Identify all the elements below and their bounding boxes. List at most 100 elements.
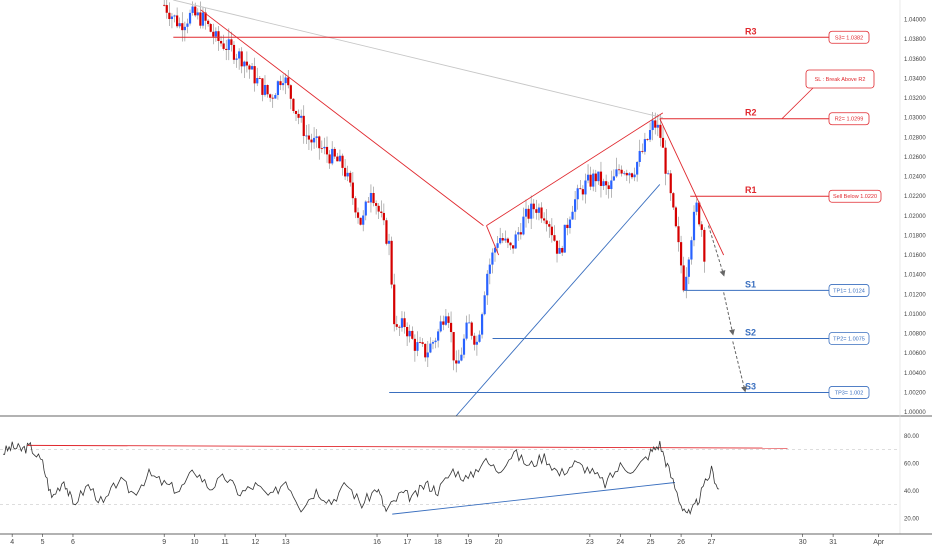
bearish-candle [442,321,445,325]
bearish-candle [333,148,336,157]
bullish-candle [408,330,411,337]
bearish-candle [630,173,634,178]
bearish-candle [540,207,543,219]
bearish-candle [253,66,256,84]
bullish-candle [667,173,670,175]
bullish-candle [364,201,367,216]
trend-line [659,118,725,256]
bearish-candle [377,205,380,212]
bullish-candle [695,202,698,212]
price-tick-label: 1.03000 [904,116,926,122]
bearish-candle [382,212,385,221]
bearish-candle [449,322,453,333]
date-tick-label: 6 [71,539,75,546]
bullish-candle [468,322,471,324]
bullish-candle [186,23,189,27]
date-tick-label: 16 [373,539,381,546]
bullish-candle [574,199,577,212]
bullish-candle [460,354,463,361]
level-box-r1 [828,189,882,203]
bearish-candle [165,5,168,13]
rsi-support-line [392,482,676,515]
sl-note-pointer [781,87,814,120]
price-tick-label: 1.00600 [904,351,926,357]
rsi-panel: 80.00 60.00 40.00 20.00 [0,434,920,522]
bullish-candle [602,181,605,186]
level-label-r3: R3 [745,26,757,36]
bullish-candle [281,83,285,86]
projection-arrow [707,225,726,277]
bullish-candle [584,180,587,195]
bearish-candle [566,224,569,229]
rsi-tick-label: 80.00 [904,434,920,440]
bearish-candle [654,120,657,128]
bearish-candle [341,155,344,168]
trend-line [200,9,484,227]
bearish-candle [421,342,424,344]
rsi-tick-label: 20.00 [904,516,920,522]
date-tick-label: 19 [464,539,472,546]
bullish-candle [648,130,652,140]
trend-line [486,225,500,256]
bullish-candle [346,172,349,177]
price-tick-label: 1.03800 [904,37,926,43]
bearish-candle [661,137,665,148]
bearish-candle [455,360,458,364]
price-tick-label: 1.01600 [904,253,926,259]
bearish-candle [194,6,197,16]
date-axis: 4 5 6 9 10 11 12 13 16 17 18 19 20 23 24 25 26 27 30 31 Apr [0,533,932,546]
bearish-candle [199,12,202,26]
bullish-candle [256,78,259,84]
projection-arrow [732,341,747,393]
bearish-candle [543,218,546,221]
bearish-candle [424,343,427,358]
bullish-candle [685,276,688,291]
bearish-candle [527,208,530,219]
bullish-candle [488,264,491,274]
bullish-candle [457,360,460,364]
date-tick-label: 18 [434,539,442,546]
bearish-candle [359,217,362,225]
bearish-candle [217,31,220,41]
price-tick-label: 1.00400 [904,371,926,377]
bearish-candle [605,181,608,186]
price-tick-label: 1.00200 [904,390,926,396]
bearish-candle [672,193,675,208]
level-box-r2 [828,112,870,126]
bearish-candle [418,342,422,343]
level-label-s2: S2 [745,327,756,337]
bearish-candle [470,322,473,336]
level-label-s1: S1 [745,279,756,289]
bearish-candle [269,94,272,98]
bullish-candle [284,77,287,84]
level-label-s3: S3 [745,381,756,391]
bearish-candle [555,240,559,254]
bearish-candle [320,148,323,150]
bearish-candle [222,43,225,49]
bullish-candle [568,219,572,229]
date-tick-label: 23 [586,539,594,546]
date-tick-label: 24 [616,539,624,546]
bullish-candle [651,120,654,131]
bullish-candle [610,180,613,190]
level-box-text-r1: Sell Below 1.0220 [833,194,877,200]
bearish-candle [599,171,603,186]
price-tick-label: 1.02800 [904,135,926,141]
bullish-candle [173,15,176,17]
price-tick-label: 1.03600 [904,57,926,63]
bullish-candle [633,174,636,178]
bearish-candle [532,203,535,210]
date-tick-label: 11 [221,539,228,546]
bearish-candle [447,316,450,323]
bearish-candle [336,156,339,162]
trend-line [173,0,663,119]
bullish-candle [576,188,579,200]
date-tick-label: 12 [252,539,260,546]
bearish-candle [258,78,261,79]
bearish-candle [553,235,556,241]
bullish-candle [305,135,308,137]
bearish-candle [511,245,515,249]
bullish-candle [623,172,626,174]
bullish-candle [537,207,541,213]
price-tick-label: 1.00000 [904,410,926,416]
